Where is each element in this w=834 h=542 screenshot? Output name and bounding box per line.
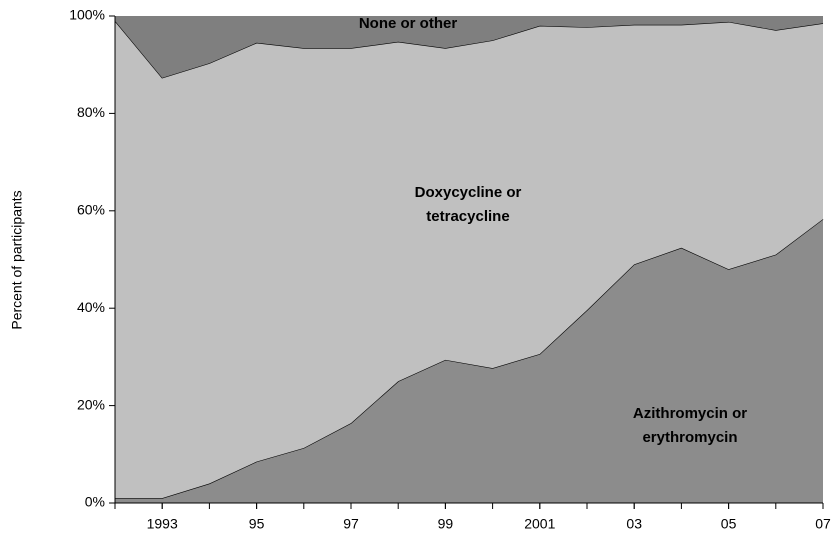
x-tick-label: 1993 [147,516,178,532]
y-tick-label: 100% [69,7,105,23]
x-tick-label: 07 [815,516,831,532]
x-tick-label: 05 [721,516,737,532]
area [115,219,823,504]
x-tick-label: 97 [343,516,359,532]
area [115,16,823,78]
y-tick-label: 0% [85,494,105,510]
y-tick-label: 80% [77,104,105,120]
y-tick-label: 40% [77,299,105,315]
y-axis-label: Percent of participants [9,190,25,329]
y-tick-label: 20% [77,396,105,412]
x-tick-label: 03 [626,516,642,532]
series-label: Doxycycline or tetracycline [414,184,522,225]
y-tick-label: 60% [77,202,105,218]
series-label: Azithromycin or erythromycin [632,405,748,446]
area [115,20,823,499]
x-tick-label: 2001 [524,516,555,532]
x-tick-label: 99 [438,516,454,532]
x-tick-label: 95 [249,516,265,532]
series-label: None or other [358,15,458,32]
